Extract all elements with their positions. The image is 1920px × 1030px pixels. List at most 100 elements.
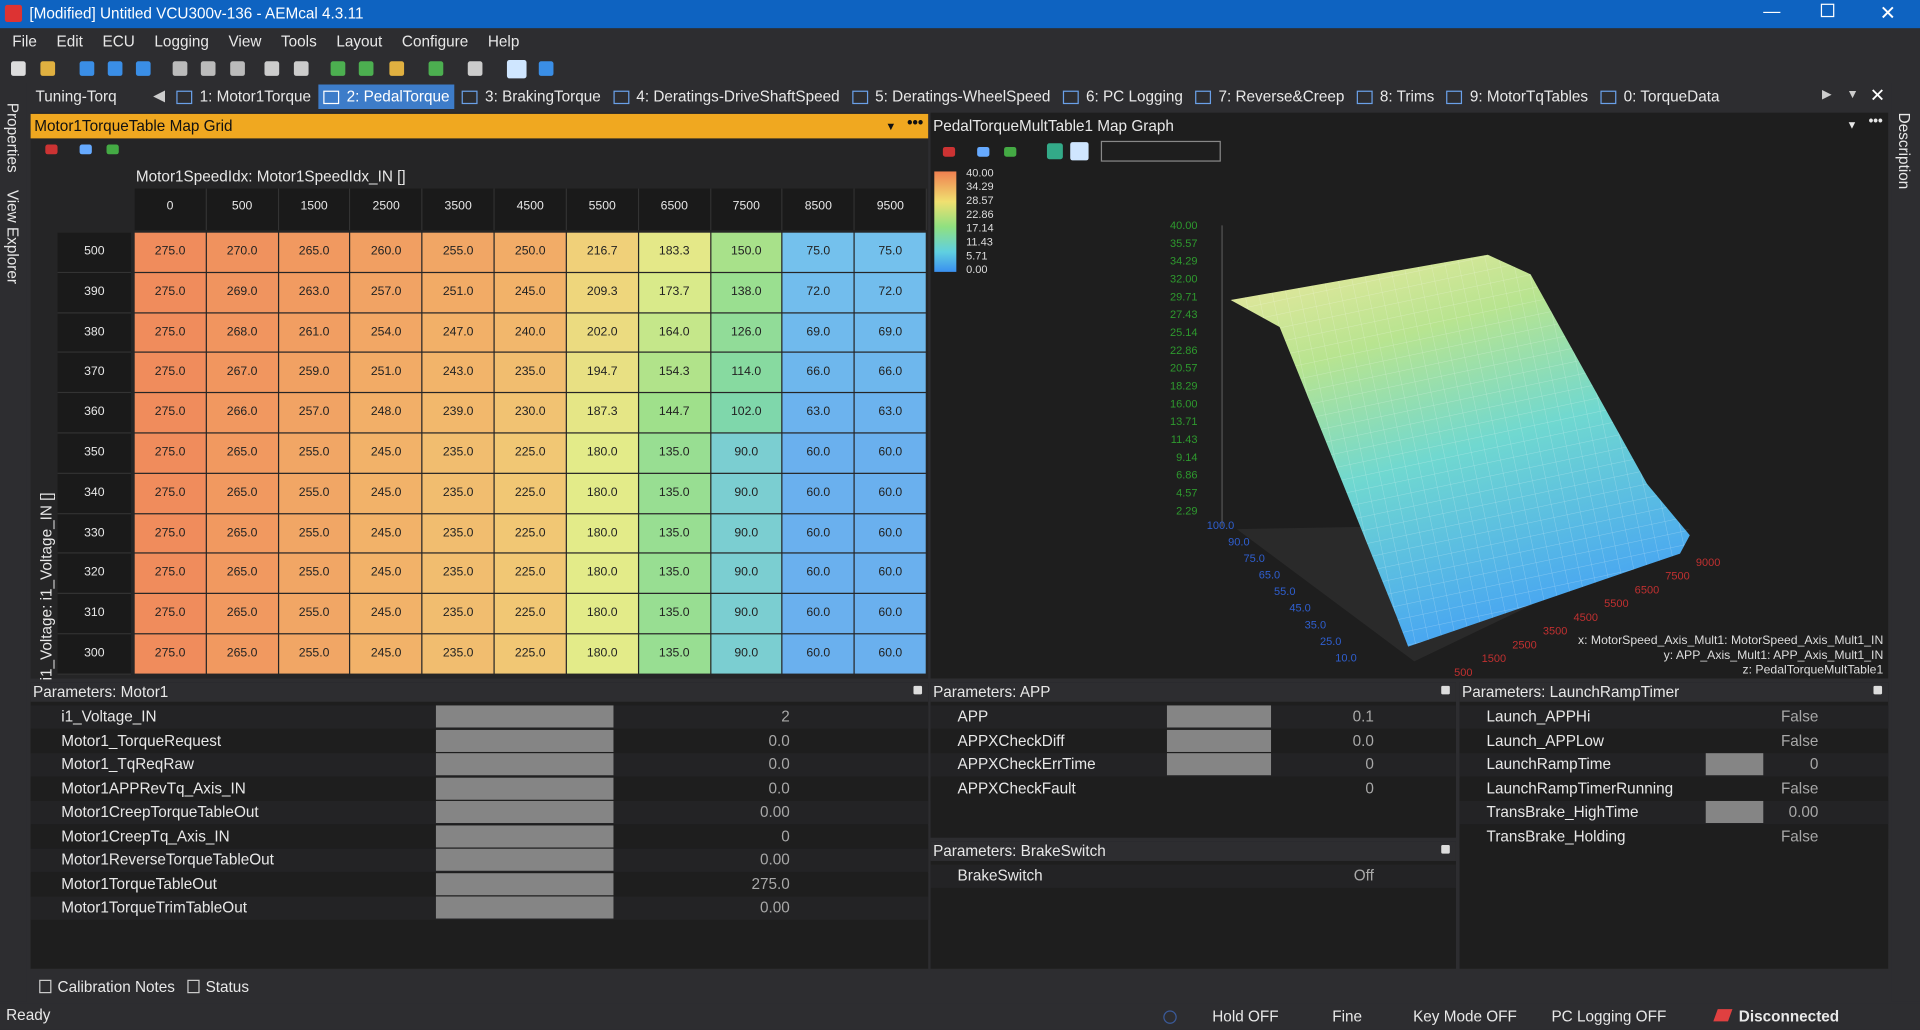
tab[interactable]: 7: Reverse&Creep (1190, 85, 1349, 109)
map-cell[interactable]: 60.0 (854, 513, 926, 553)
map-cell[interactable]: 135.0 (638, 634, 710, 674)
map-cell[interactable]: 245.0 (350, 473, 422, 513)
map-cell[interactable]: 275.0 (134, 513, 206, 553)
map-cell[interactable]: 60.0 (782, 473, 854, 513)
panel-dropdown[interactable]: ▼ (1846, 118, 1858, 132)
map-cell[interactable]: 265.0 (206, 554, 278, 593)
map-cell[interactable]: 135.0 (638, 554, 710, 593)
map-cell[interactable]: 269.0 (206, 272, 278, 312)
map-cell[interactable]: 257.0 (350, 272, 422, 312)
map-cell[interactable]: 90.0 (710, 554, 782, 593)
map-cell[interactable]: 135.0 (638, 433, 710, 473)
map-cell[interactable]: 154.3 (638, 353, 710, 393)
map-cell[interactable]: 245.0 (350, 554, 422, 593)
map-cell[interactable]: 255.0 (422, 232, 494, 272)
layers-icon[interactable] (467, 61, 483, 76)
map-cell[interactable]: 72.0 (782, 272, 854, 312)
map-cell[interactable]: 275.0 (134, 473, 206, 513)
map-cell[interactable]: 243.0 (422, 353, 494, 393)
map-cell[interactable]: 275.0 (134, 232, 206, 272)
panel-menu[interactable]: ••• (1868, 113, 1883, 129)
map-cell[interactable]: 194.7 (566, 353, 638, 393)
tab-scroll-left[interactable]: ◀ (153, 86, 165, 105)
map-cell[interactable]: 63.0 (854, 393, 926, 433)
map-cell[interactable]: 202.0 (566, 313, 638, 352)
minimize-button[interactable]: — (1763, 1, 1781, 21)
lock-icon[interactable] (913, 685, 923, 695)
lock-icon[interactable] (1441, 685, 1450, 695)
map-cell[interactable]: 270.0 (206, 232, 278, 272)
map-cell[interactable]: 173.7 (638, 272, 710, 312)
map-cell[interactable]: 254.0 (350, 313, 422, 352)
restore-button[interactable] (1820, 3, 1835, 18)
map-cell[interactable]: 60.0 (782, 554, 854, 593)
map-cell[interactable]: 255.0 (278, 433, 350, 473)
panel-menu[interactable]: ••• (907, 113, 924, 132)
map-cell[interactable]: 187.3 (566, 393, 638, 433)
map-cell[interactable]: 251.0 (422, 272, 494, 312)
menu-item[interactable]: Logging (154, 33, 209, 51)
map-cell[interactable]: 250.0 (494, 232, 566, 272)
highlight-icon[interactable] (506, 60, 527, 79)
upload-icon[interactable] (428, 61, 444, 76)
menu-item[interactable]: ECU (102, 33, 135, 51)
map-cell[interactable]: 66.0 (782, 353, 854, 393)
side-tab[interactable]: Properties (3, 102, 21, 173)
map-cell[interactable]: 245.0 (350, 513, 422, 553)
map-cell[interactable]: 60.0 (782, 433, 854, 473)
map-cell[interactable]: 275.0 (134, 353, 206, 393)
map-cell[interactable]: 225.0 (494, 634, 566, 674)
map-cell[interactable]: 60.0 (782, 634, 854, 674)
map-cell[interactable]: 259.0 (278, 353, 350, 393)
map-cell[interactable]: 209.3 (566, 272, 638, 312)
side-tab[interactable]: View Explorer (3, 189, 21, 284)
tab[interactable]: 0: TorqueData (1595, 85, 1724, 109)
tab[interactable]: 5: Deratings-WheelSpeed (847, 85, 1055, 109)
tab[interactable]: 9: MotorTqTables (1442, 85, 1593, 109)
menu-item[interactable]: Edit (56, 33, 83, 51)
grid-tool-icon[interactable] (106, 144, 119, 155)
map-cell[interactable]: 75.0 (854, 232, 926, 272)
map-cell[interactable]: 275.0 (134, 634, 206, 674)
window-icon[interactable] (538, 61, 554, 76)
map-cell[interactable]: 180.0 (566, 634, 638, 674)
map-cell[interactable]: 230.0 (494, 393, 566, 433)
tab[interactable]: 6: PC Logging (1058, 85, 1188, 109)
bottom-tab[interactable]: Status (182, 976, 254, 997)
map-cell[interactable]: 257.0 (278, 393, 350, 433)
map-cell[interactable]: 225.0 (494, 433, 566, 473)
close-button[interactable]: ✕ (1879, 3, 1897, 25)
map-cell[interactable]: 275.0 (134, 272, 206, 312)
map-cell[interactable]: 235.0 (422, 473, 494, 513)
save-icon[interactable] (79, 61, 95, 76)
menu-item[interactable]: Layout (336, 33, 383, 51)
map-cell[interactable]: 164.0 (638, 313, 710, 352)
map-cell[interactable]: 225.0 (494, 473, 566, 513)
map-cell[interactable]: 235.0 (422, 634, 494, 674)
map-cell[interactable]: 265.0 (206, 473, 278, 513)
map-cell[interactable]: 255.0 (278, 554, 350, 593)
map-cell[interactable]: 240.0 (494, 313, 566, 352)
paste-icon[interactable] (230, 61, 245, 76)
map-cell[interactable]: 275.0 (134, 554, 206, 593)
graph-tool-icon[interactable] (1004, 146, 1017, 157)
map-cell[interactable]: 245.0 (350, 594, 422, 634)
map-cell[interactable]: 60.0 (854, 594, 926, 634)
disconnect-icon[interactable] (358, 61, 374, 76)
map-cell[interactable]: 90.0 (710, 594, 782, 634)
map-cell[interactable]: 265.0 (206, 634, 278, 674)
map-cell[interactable]: 60.0 (854, 473, 926, 513)
panel-dropdown[interactable]: ▼ (885, 120, 897, 133)
map-cell[interactable]: 245.0 (350, 433, 422, 473)
new-icon[interactable] (11, 61, 26, 76)
map-cell[interactable]: 225.0 (494, 513, 566, 553)
map-cell[interactable]: 66.0 (854, 353, 926, 393)
map-cell[interactable]: 135.0 (638, 513, 710, 553)
tab[interactable]: 2: PedalTorque (318, 84, 455, 109)
save-all-icon[interactable] (135, 61, 151, 76)
map-cell[interactable]: 267.0 (206, 353, 278, 393)
map-cell[interactable]: 180.0 (566, 433, 638, 473)
map-cell[interactable]: 135.0 (638, 594, 710, 634)
map-cell[interactable]: 144.7 (638, 393, 710, 433)
map-cell[interactable]: 60.0 (854, 433, 926, 473)
